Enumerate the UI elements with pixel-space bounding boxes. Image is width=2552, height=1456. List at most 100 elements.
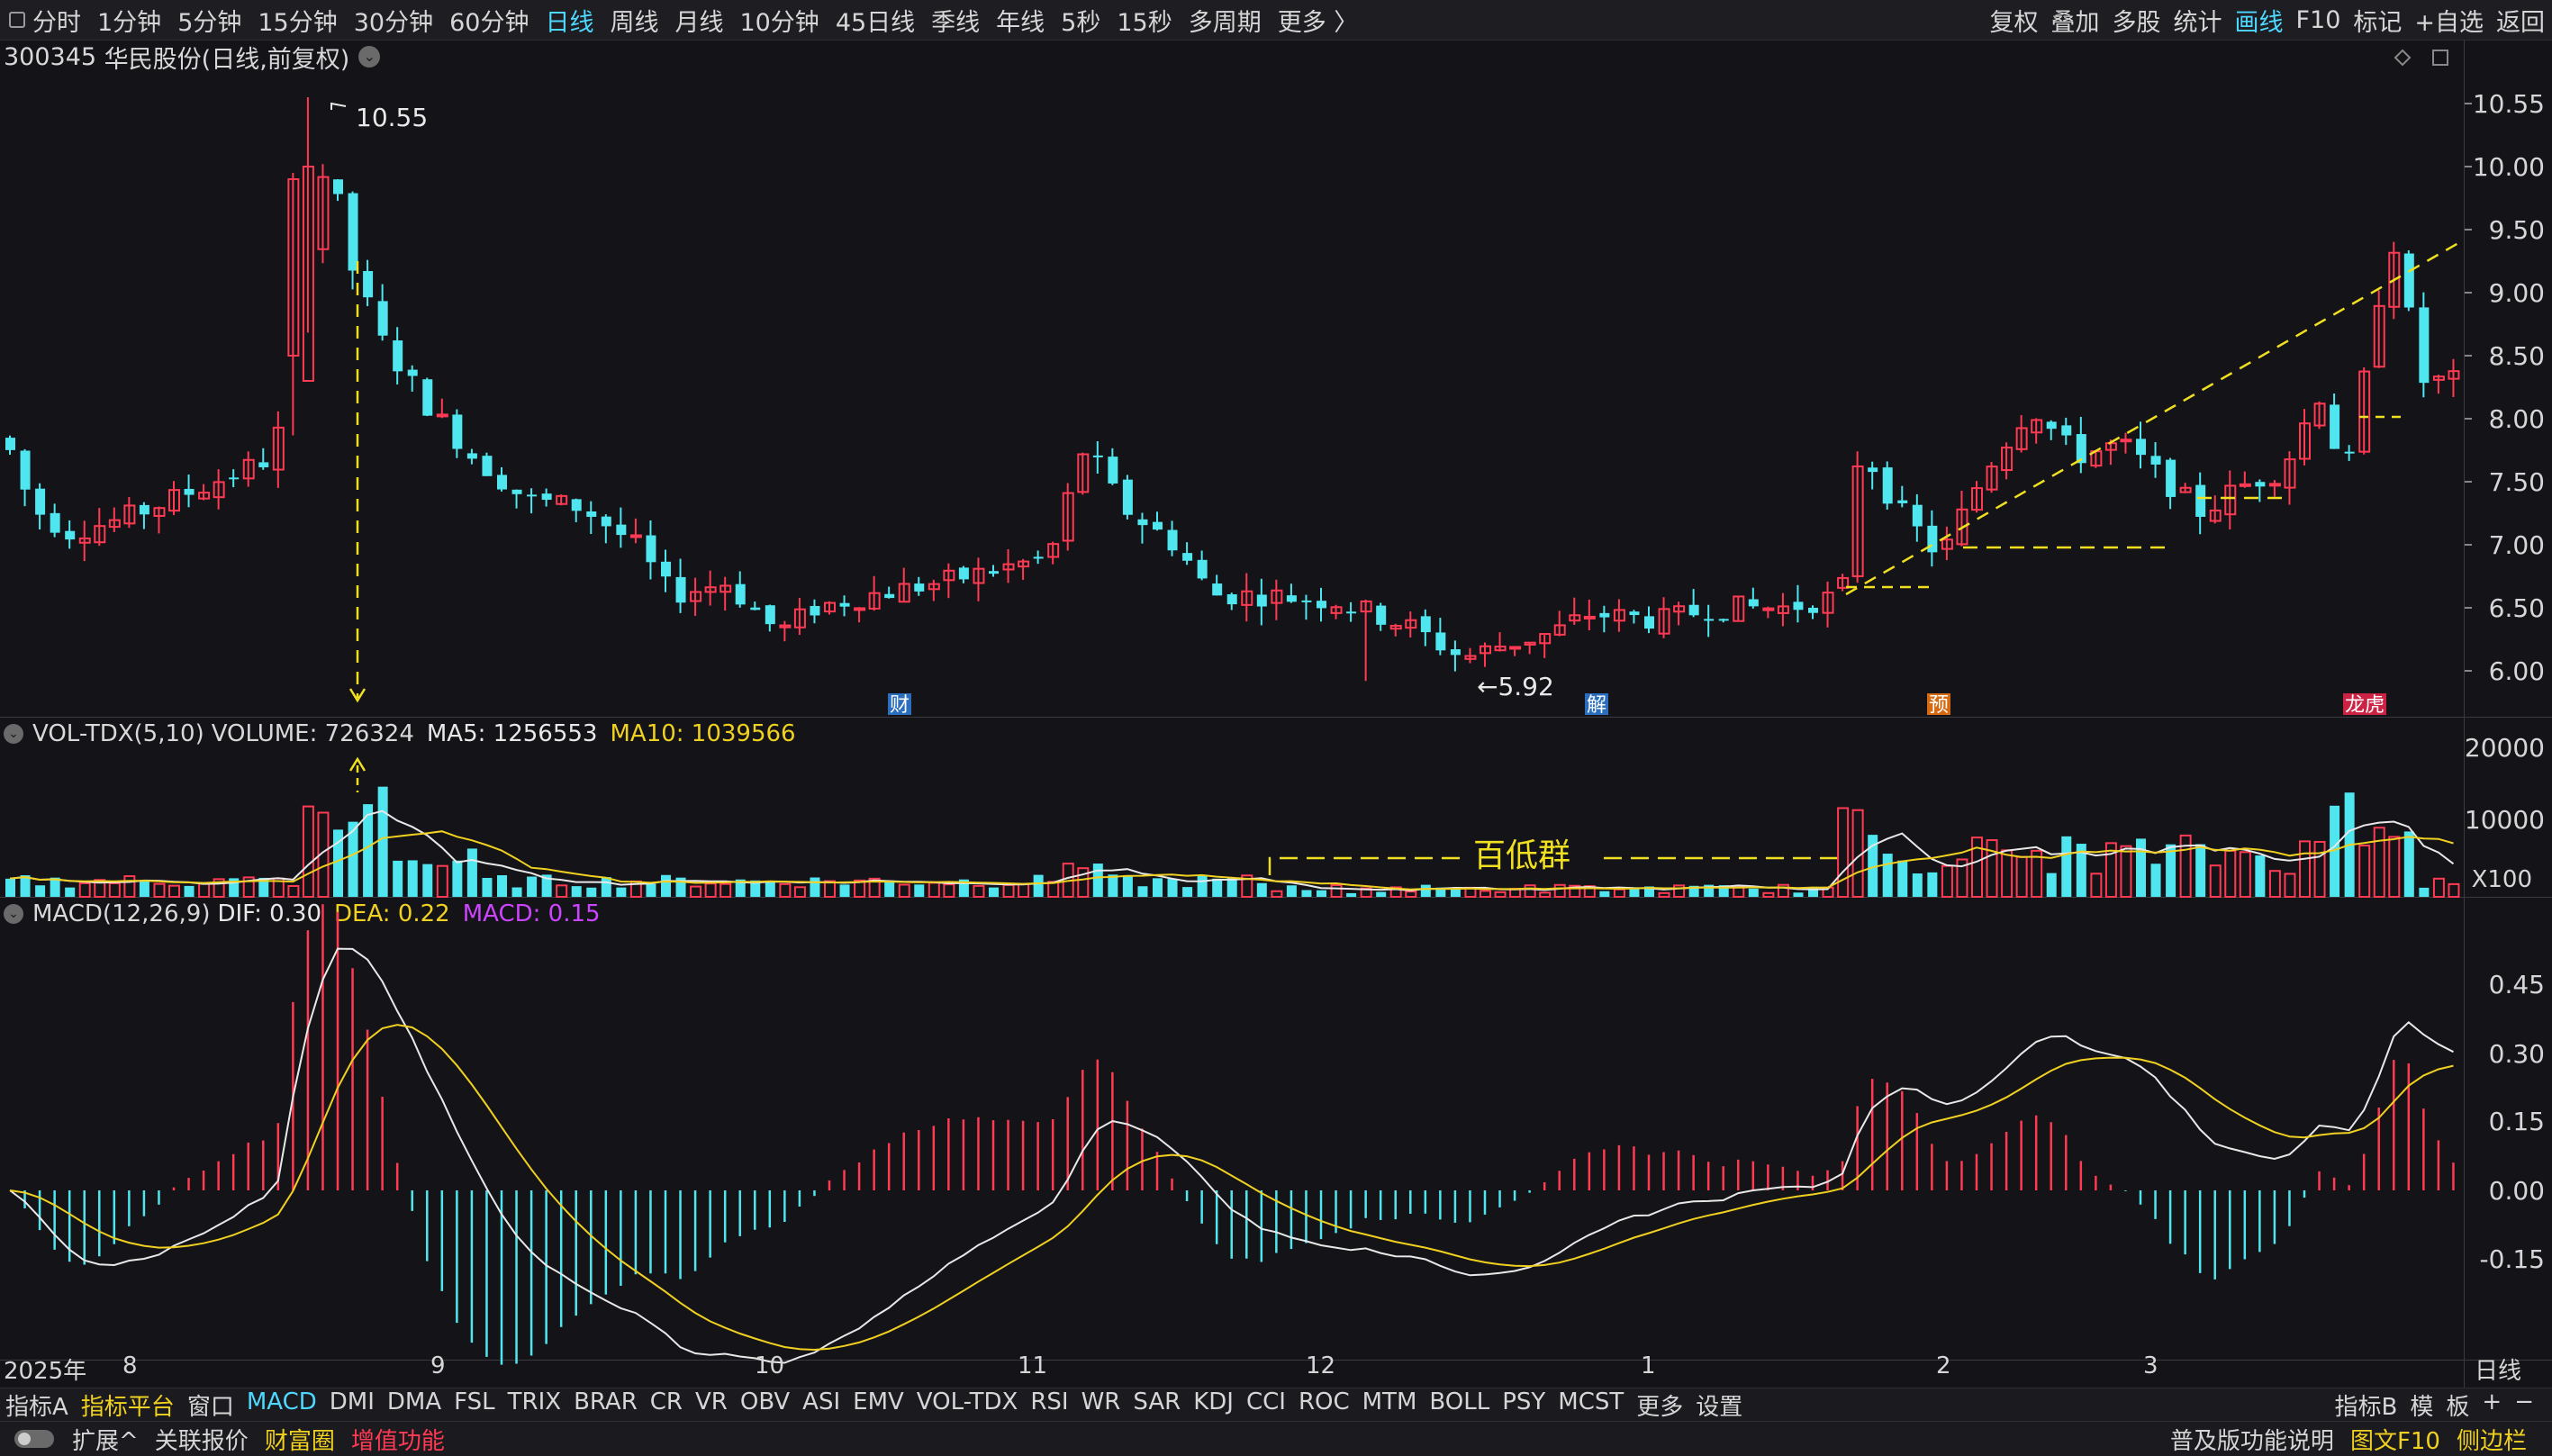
indicator-tabs-13[interactable]: EMV [853, 1388, 904, 1415]
indicator-tabs-20[interactable]: ROC [1298, 1388, 1350, 1415]
indicator-tabs-7[interactable]: TRIX [507, 1388, 562, 1415]
status-items-0[interactable]: 扩展^ [72, 1427, 139, 1455]
period-tabs-14[interactable]: 15秒 [1117, 8, 1172, 37]
candle-body-0 [5, 438, 15, 450]
period-tabs-6[interactable]: 日线 [545, 8, 594, 37]
candle-body-76 [1137, 519, 1148, 526]
period-tabs-5[interactable]: 60分钟 [449, 8, 529, 37]
indicator-tabs-10[interactable]: VR [695, 1388, 728, 1415]
period-tabs-3[interactable]: 15分钟 [258, 8, 338, 37]
price-tick-6: 7.50 [2489, 467, 2545, 497]
indicator-tabs-0[interactable]: 指标A [5, 1393, 68, 1421]
period-tabs: 分时 1分钟 5分钟 15分钟 30分钟 60分钟 日线 周线 月线 10分钟 45日线 季线 年线 5秒… [32, 3, 1374, 38]
status-right-0[interactable]: 普及版功能说明 [2169, 1427, 2334, 1455]
toggle-switch[interactable] [14, 1430, 54, 1448]
period-tabs-9[interactable]: 10分钟 [739, 8, 819, 37]
indicator-tabs-5[interactable]: DMA [386, 1388, 442, 1415]
indicator-right-2[interactable]: 板 [2446, 1393, 2470, 1421]
indicator-tabs-9[interactable]: CR [649, 1388, 683, 1415]
status-items-2[interactable]: 财富圈 [264, 1427, 335, 1455]
chevron-down-icon[interactable]: ⌄ [4, 724, 23, 744]
indicator-tabs-23[interactable]: PSY [1502, 1388, 1546, 1415]
period-tabs-10[interactable]: 45日线 [835, 8, 916, 37]
indicator-tabs-8[interactable]: BRAR [574, 1388, 638, 1415]
volume-bar-129 [1927, 872, 1938, 897]
volume-name: VOL-TDX(5,10) [32, 720, 204, 747]
period-tabs-12[interactable]: 年线 [996, 8, 1045, 37]
indicator-tabs-25[interactable]: 更多 [1636, 1393, 1684, 1421]
candle-body-120 [1793, 601, 1804, 610]
candle-body-50 [750, 607, 761, 610]
candle-body-147 [2195, 484, 2206, 517]
toolbar-right-1[interactable]: 叠加 [2050, 8, 2100, 37]
indicator-right-1[interactable]: 模 [2410, 1393, 2434, 1421]
period-tabs-7[interactable]: 周线 [610, 8, 659, 37]
indicator-right-4[interactable]: − [2514, 1388, 2534, 1415]
volume-bar-121 [1808, 888, 1818, 897]
volume-bar-28 [422, 864, 433, 897]
indicator-tabs-3[interactable]: MACD [246, 1388, 317, 1415]
status-items-3[interactable]: 增值功能 [350, 1427, 445, 1455]
period-tabs-15[interactable]: 多周期 [1188, 8, 1262, 37]
toolbar-right-2[interactable]: 多股 [2112, 8, 2161, 37]
time-label-5: 12 [1306, 1352, 1336, 1379]
period-tabs-1[interactable]: 1分钟 [97, 8, 162, 37]
indicator-tabs-22[interactable]: BOLL [1429, 1388, 1490, 1415]
indicator-tabs-1[interactable]: 指标平台 [80, 1393, 175, 1421]
period-tabs-4[interactable]: 30分钟 [353, 8, 434, 37]
menu-icon[interactable] [9, 12, 25, 28]
status-right-1[interactable]: 图文F10 [2349, 1427, 2440, 1455]
period-tabs-13[interactable]: 5秒 [1061, 8, 1101, 37]
volume-bar-40 [601, 877, 611, 897]
volume-bar-65 [973, 884, 985, 898]
indicator-tabs-24[interactable]: MCST [1558, 1388, 1624, 1415]
event-marker-label-1: 解 [1587, 694, 1606, 717]
period-tabs-16[interactable]: 更多 〉 [1277, 8, 1359, 37]
indicator-tabs-14[interactable]: VOL-TDX [916, 1388, 1018, 1415]
candle-body-103 [1539, 633, 1552, 645]
chevron-down-icon[interactable]: ⌄ [4, 904, 23, 924]
indicator-tabs-17[interactable]: SAR [1133, 1388, 1181, 1415]
toolbar-right-3[interactable]: 统计 [2173, 8, 2222, 37]
candle-body-92 [1376, 605, 1387, 625]
status-items-1[interactable]: 关联报价 [154, 1427, 249, 1455]
indicator-right-3[interactable]: + [2482, 1388, 2502, 1415]
chevron-down-icon[interactable]: ⌄ [358, 46, 381, 68]
indicator-tabs-18[interactable]: KDJ [1193, 1388, 1234, 1415]
period-tabs-8[interactable]: 月线 [674, 8, 724, 37]
candle-body-17 [258, 462, 269, 467]
indicator-tabs-26[interactable]: 设置 [1696, 1393, 1743, 1421]
volume-bar-135 [2015, 855, 2028, 898]
indicator-tabs-6[interactable]: FSL [454, 1388, 495, 1415]
candle-body-78 [1167, 529, 1178, 551]
candle-body-155 [2313, 402, 2326, 427]
toolbar-right-4[interactable]: 画线 [2234, 8, 2284, 37]
toolbar-right-5[interactable]: F10 [2295, 5, 2341, 34]
indicator-tabs-11[interactable]: OBV [739, 1388, 791, 1415]
indicator-right-0[interactable]: 指标B [2334, 1393, 2398, 1421]
indicator-tabs-2[interactable]: 窗口 [186, 1393, 234, 1421]
candle-body-86 [1286, 595, 1297, 602]
period-tabs-11[interactable]: 季线 [931, 8, 981, 37]
candle-body-28 [422, 379, 433, 416]
volume-bar-87 [1301, 890, 1312, 897]
period-tabs-2[interactable]: 5分钟 [177, 8, 242, 37]
indicator-tabs-12[interactable]: ASI [802, 1388, 841, 1415]
toolbar-right-8[interactable]: 返回 [2496, 8, 2545, 37]
indicator-tabs-21[interactable]: MTM [1362, 1388, 1417, 1415]
toolbar-right-7[interactable]: +自选 [2414, 8, 2484, 37]
toolbar-right-6[interactable]: 标记 [2353, 8, 2403, 37]
candle-body-71 [1062, 492, 1074, 542]
indicator-tabs-16[interactable]: WR [1081, 1388, 1121, 1415]
indicator-tabs-4[interactable]: DMI [329, 1388, 375, 1415]
volume-bar-22 [333, 829, 343, 897]
candle-body-121 [1808, 607, 1818, 613]
candle-body-146 [2179, 486, 2192, 493]
candle-body-27 [407, 369, 418, 376]
toolbar-right-0[interactable]: 复权 [1989, 8, 2039, 37]
indicator-tabs-19[interactable]: CCI [1245, 1388, 1286, 1415]
period-tabs-0[interactable]: 分时 [32, 8, 81, 37]
status-right-2[interactable]: 侧边栏 [2456, 1427, 2527, 1455]
indicator-tabs-15[interactable]: RSI [1030, 1388, 1069, 1415]
volume-bar-26 [393, 860, 403, 897]
